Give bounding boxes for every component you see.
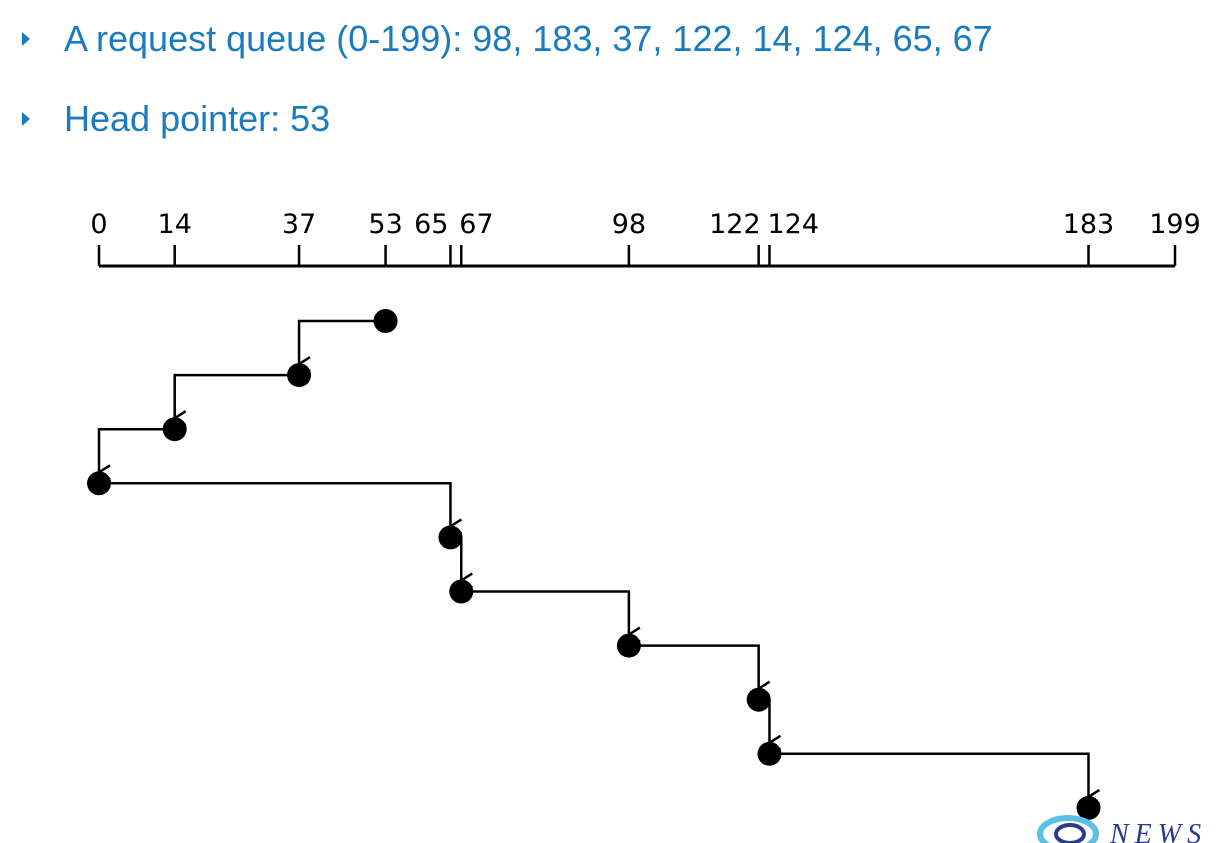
news-logo: NEWS [1037,815,1207,843]
bullet-arrow-icon [22,112,30,126]
head-position-dot [438,525,463,550]
head-position-dot [616,633,641,658]
logo-ring-inner [1054,823,1086,843]
movement-segment [299,319,386,364]
movement-segment [99,482,450,526]
head-position-dot [449,579,474,604]
tick-label: 53 [368,209,402,240]
tick-label: 199 [1149,209,1201,240]
movement-segment [628,644,759,689]
head-position-dot [287,363,312,388]
cylinder-axis: 0 14 37 53 65 67 98 122 124 183 199 [90,209,1201,268]
bullet-arrow-icon [22,32,30,46]
tick-label: 65 [414,209,448,240]
logo-text: NEWS [1109,819,1207,843]
head-position-dot [746,687,771,712]
tick-label: 0 [90,209,107,240]
head-position-dot [757,741,782,766]
movement-segment [461,590,629,635]
movement-segment [769,752,1088,797]
head-position-dot [373,309,398,333]
movement-segment [99,427,175,472]
tick-label: 183 [1063,209,1115,240]
head-movement-path [87,309,1101,820]
head-pointer-text: Head pointer: 53 [64,98,331,139]
bullet-request-queue: A request queue (0-199): 98, 183, 37, 12… [22,18,993,60]
tick-label: 98 [612,209,646,240]
movement-segment [175,373,300,418]
bullet-head-pointer: Head pointer: 53 [22,98,330,140]
head-position-dot [87,471,111,496]
tick-label: 37 [282,209,316,240]
logo-ring-outer [1037,815,1099,843]
request-queue-text: A request queue (0-199): 98, 183, 37, 12… [64,18,993,59]
tick-label: 67 [459,209,493,240]
head-position-dot [162,417,187,442]
tick-label: 14 [158,209,192,240]
head-position-dot [1076,795,1101,820]
tick-label: 122 [709,209,761,240]
tick-label: 124 [767,209,819,240]
